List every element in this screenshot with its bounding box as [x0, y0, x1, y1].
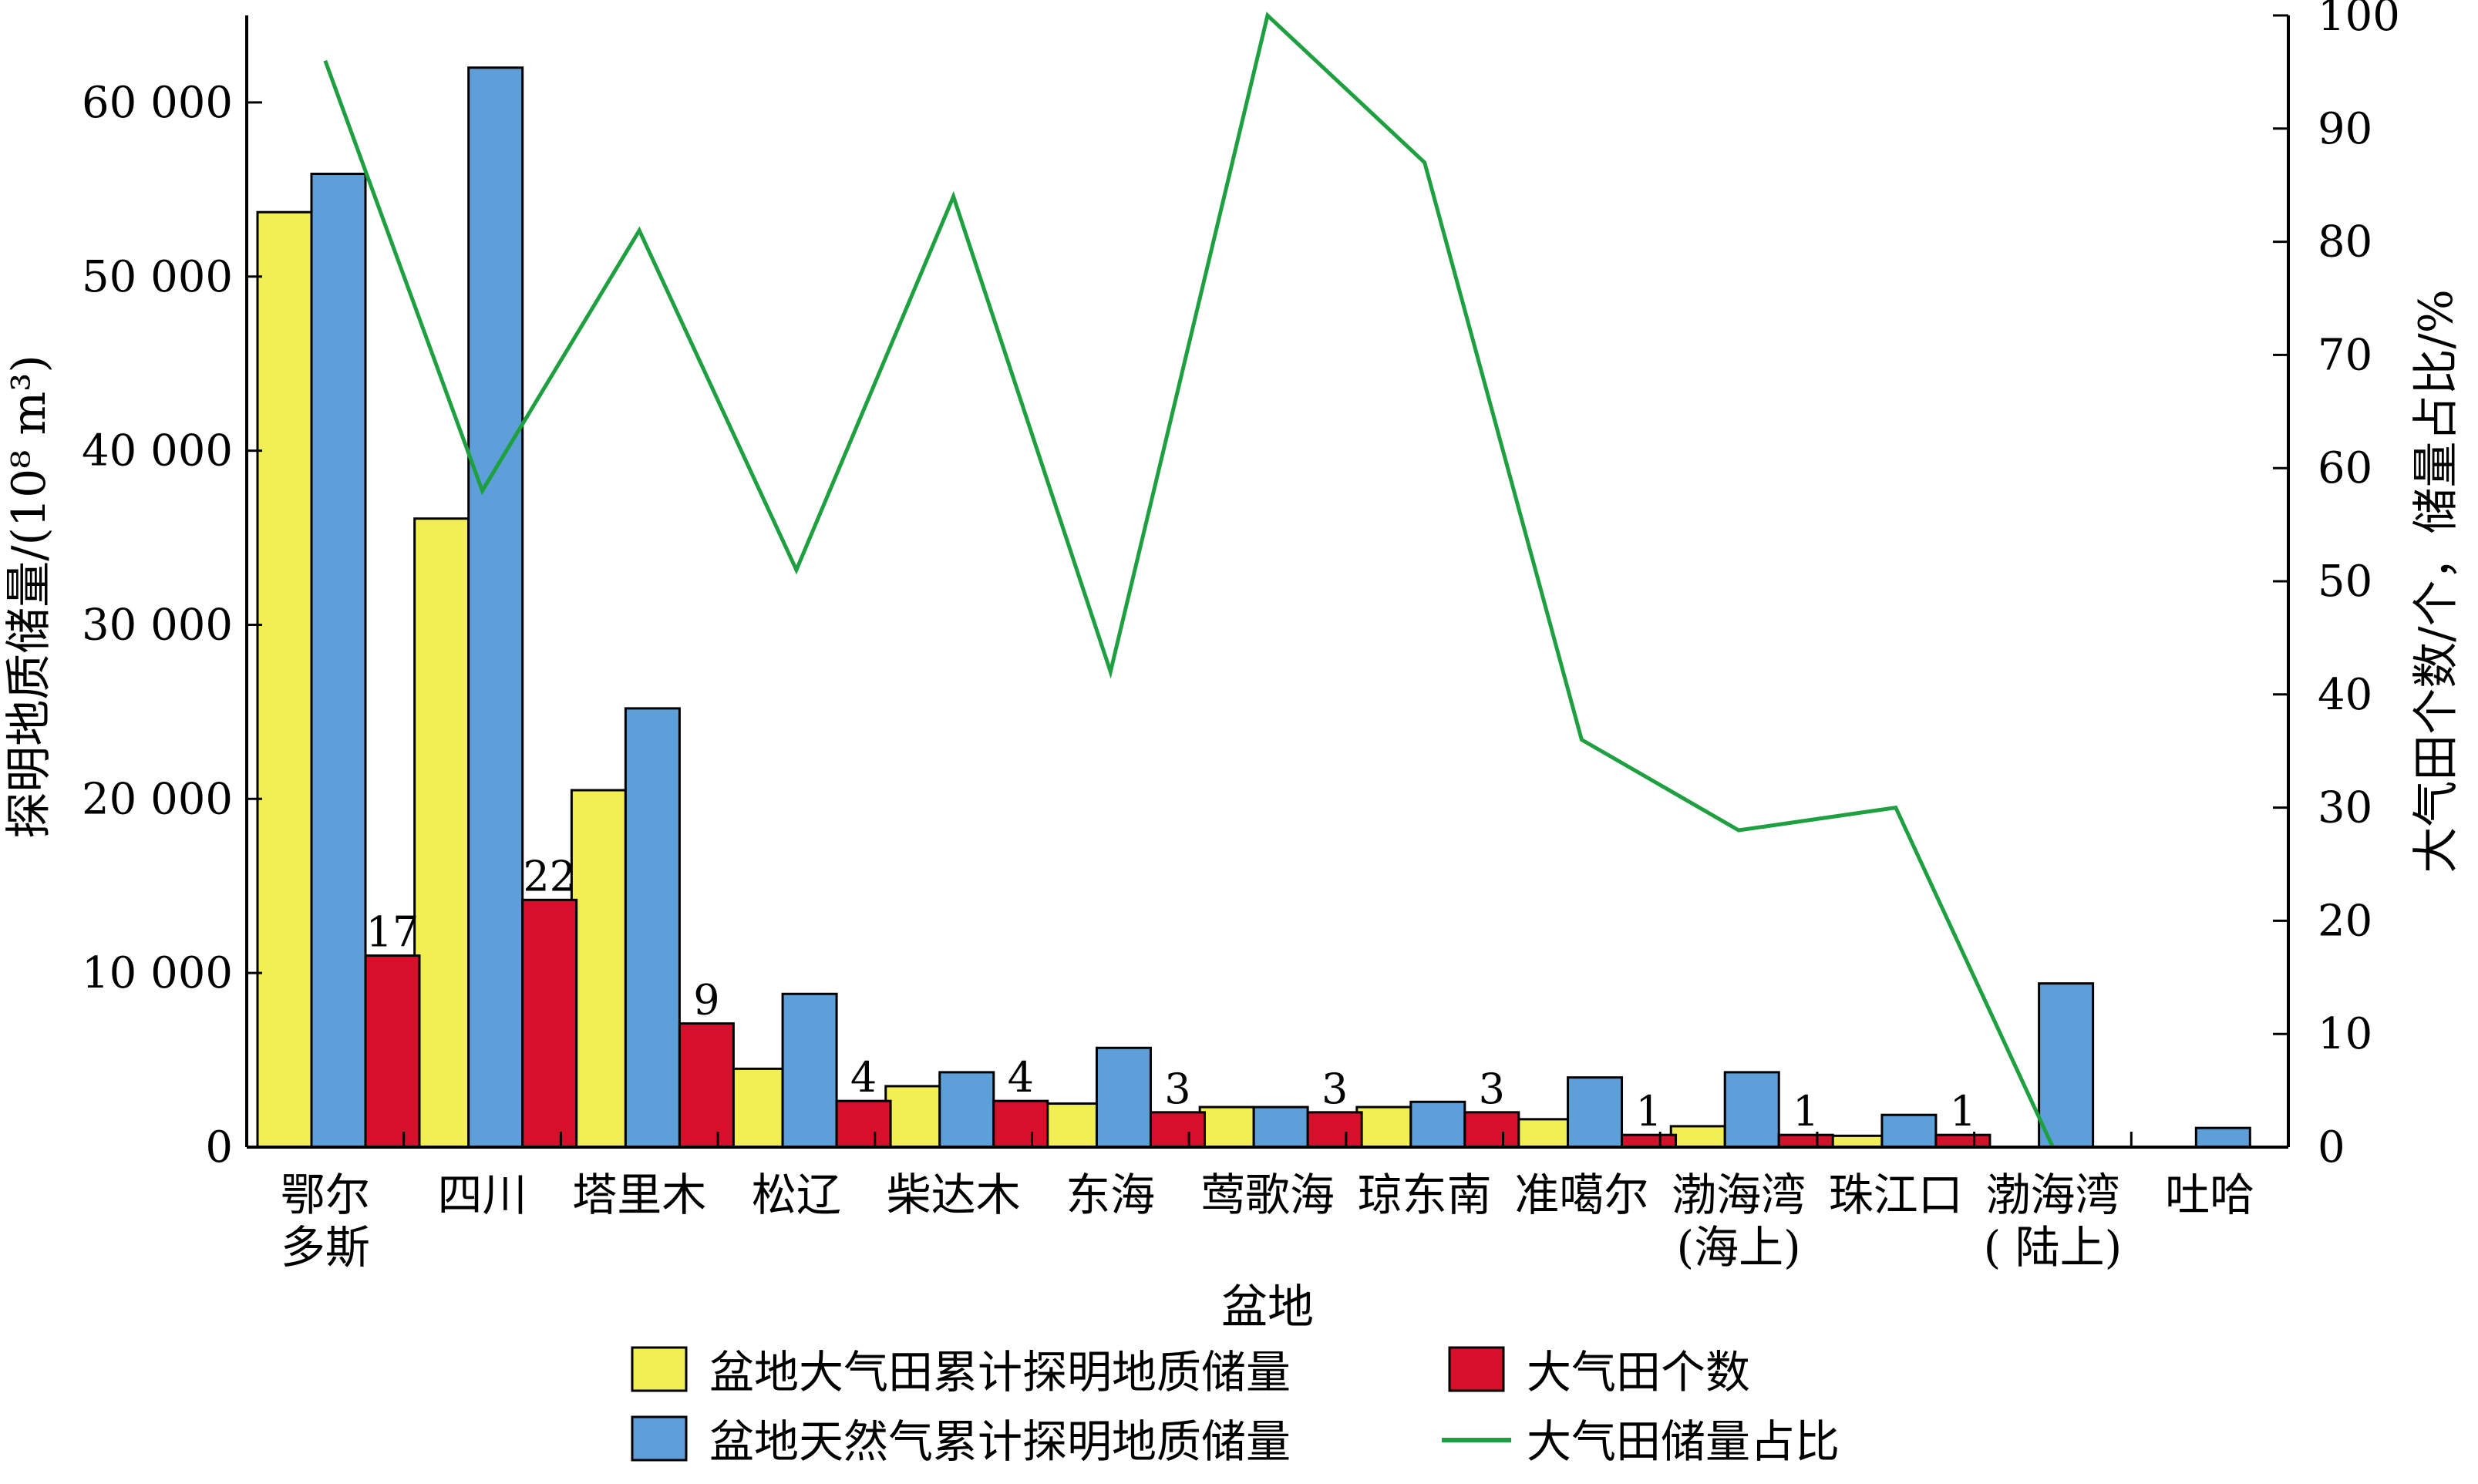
category-label-11: 珠江口: [1829, 1169, 1963, 1221]
right-tick-label-1: 10: [2318, 1009, 2372, 1059]
legend-swatch-1: [631, 1346, 688, 1392]
right-axis-title: 大气田个数/个，储量占比/%: [2409, 289, 2463, 873]
data-label-count-8: 3: [1479, 1065, 1505, 1113]
bar-series3-5: [992, 1099, 1049, 1149]
right-tick-label-10: 100: [2318, 0, 2400, 41]
data-label-count-6: 3: [1164, 1065, 1190, 1113]
category-label-8: 琼东南: [1358, 1169, 1492, 1221]
left-tick-label-6: 60 000: [82, 78, 233, 128]
bar-series3-7: [1306, 1111, 1363, 1149]
bar-series1-7: [1198, 1105, 1255, 1149]
bar-series1-2: [413, 517, 470, 1149]
bar-series1-4: [727, 1067, 784, 1149]
bar-series1-1: [256, 210, 313, 1149]
bar-series2-2: [467, 66, 524, 1149]
data-label-count-3: 9: [693, 976, 719, 1025]
category-label-1-line2: 多斯: [281, 1221, 370, 1274]
category-label-13: 吐哈: [2165, 1169, 2254, 1221]
bar-series2-1: [310, 173, 367, 1149]
left-tick-label-4: 40 000: [82, 426, 233, 476]
right-tick-label-2: 20: [2318, 896, 2372, 946]
bar-series3-3: [678, 1022, 735, 1149]
bar-series3-9: [1621, 1133, 1678, 1149]
bar-series2-7: [1252, 1105, 1309, 1149]
bar-series3-6: [1149, 1111, 1206, 1149]
bar-series2-11: [1880, 1113, 1938, 1149]
bar-series2-12: [2038, 982, 2095, 1149]
legend-label-3: 盆地天然气累计探明地质储量: [709, 1415, 1291, 1468]
category-label-4: 松辽: [752, 1169, 841, 1221]
category-label-6: 东海: [1066, 1169, 1155, 1221]
line-series-1: [323, 12, 2055, 1149]
data-label-count-5: 4: [1008, 1053, 1034, 1102]
bar-series1-5: [884, 1085, 941, 1149]
right-tick-label-9: 90: [2318, 104, 2372, 154]
bar-series1-8: [1355, 1105, 1412, 1149]
bar-series1-6: [1041, 1102, 1098, 1149]
labels-layer: 17 22 9 4 4 3 3 3 1 1 1: [366, 852, 1976, 1136]
right-tick-label-0: 0: [2318, 1122, 2345, 1173]
left-tick-label-5: 50 000: [82, 252, 233, 302]
bar-series3-10: [1777, 1133, 1834, 1149]
right-tick-label-3: 30: [2318, 783, 2372, 833]
category-label-7: 莺歌海: [1200, 1169, 1335, 1221]
bar-series2-6: [1095, 1046, 1152, 1149]
bar-series1-3: [570, 789, 627, 1149]
category-label-10: 渤海湾: [1672, 1169, 1806, 1221]
category-label-5: 柴达木: [887, 1169, 1021, 1221]
bar-series2-13: [2194, 1126, 2251, 1149]
bars-layer: [256, 66, 2251, 1149]
category-label-12: 渤海湾: [1985, 1169, 2119, 1221]
category-label-12-line2: ( 陆上): [1984, 1221, 2123, 1274]
legend-label-2: 大气田个数: [1527, 1346, 1750, 1398]
line-layer: [323, 12, 2055, 1149]
data-label-count-7: 3: [1321, 1065, 1348, 1113]
right-tick-label-7: 70: [2318, 330, 2372, 380]
bar-series1-9: [1513, 1118, 1570, 1149]
data-label-count-4: 4: [850, 1053, 877, 1102]
legend-swatch-3: [631, 1415, 688, 1462]
bar-series3-4: [835, 1099, 892, 1149]
data-label-count-2: 22: [523, 852, 576, 900]
right-tick-label-8: 80: [2318, 217, 2372, 268]
bar-series1-10: [1669, 1125, 1726, 1149]
bar-series2-4: [781, 992, 838, 1149]
bar-series3-11: [1934, 1133, 1991, 1149]
left-tick-label-0: 0: [205, 1122, 233, 1173]
category-label-1: 鄂尔: [281, 1169, 370, 1221]
right-tick-label-5: 50: [2318, 557, 2372, 607]
data-label-count-9: 1: [1635, 1087, 1662, 1136]
axes-layer: 0 10 000 20 000 30 000 40 000 50 000 60 000 0 10…: [2, 0, 2463, 1334]
bar-series2-10: [1723, 1071, 1780, 1149]
bar-series3-1: [364, 954, 421, 1149]
category-label-3: 塔里木: [572, 1169, 706, 1221]
left-axis-title: 探明地质储量/(10⁸ m³): [2, 355, 56, 838]
bar-series1-11: [1827, 1134, 1884, 1149]
right-tick-label-6: 60: [2318, 443, 2372, 493]
data-label-count-11: 1: [1950, 1087, 1976, 1136]
left-tick-label-1: 10 000: [82, 948, 233, 998]
data-label-count-10: 1: [1793, 1087, 1819, 1136]
legend-label-4: 大气田储量占比: [1527, 1415, 1840, 1468]
bar-series3-8: [1463, 1111, 1520, 1149]
bar-series2-9: [1567, 1076, 1624, 1149]
left-tick-label-2: 20 000: [82, 774, 233, 824]
legend-swatch-2: [1448, 1346, 1505, 1392]
category-label-9: 准噶尔: [1514, 1169, 1648, 1221]
legend-label-1: 盆地大气田累计探明地质储量: [709, 1346, 1291, 1398]
bar-series2-3: [624, 707, 681, 1149]
bar-series2-8: [1409, 1100, 1466, 1149]
left-tick-label-3: 30 000: [82, 600, 233, 650]
x-axis-title: 盆地: [1221, 1280, 1314, 1334]
category-label-10-line2: (海上): [1676, 1221, 1800, 1274]
category-label-2: 四川: [438, 1169, 527, 1221]
bar-series2-5: [938, 1071, 995, 1149]
data-label-count-1: 17: [366, 908, 419, 957]
bar-series3-2: [521, 898, 578, 1149]
right-tick-label-4: 40: [2318, 670, 2372, 720]
